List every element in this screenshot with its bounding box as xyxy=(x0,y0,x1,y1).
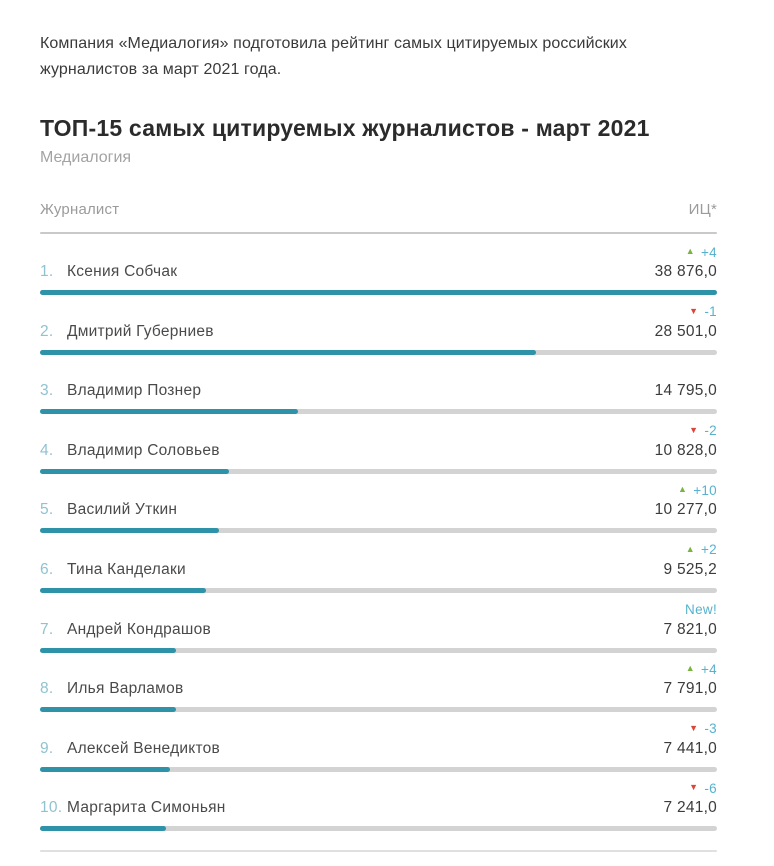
journalist-row: ▼ -6 10. Маргарита Симоньян 7 241,0 xyxy=(40,770,717,832)
rank-change: ▲ +4 xyxy=(40,244,717,260)
journalist-row: ▼ -2 4. Владимир Соловьев 10 828,0 xyxy=(40,413,717,474)
rank-change-label: New! xyxy=(685,602,717,618)
journalist-list: ▲ +4 1. Ксения Собчак 38 876,0 ▼ -1 2. Д… xyxy=(40,234,717,832)
journalist-row: ▼ -1 2. Дмитрий Губерниев 28 501,0 xyxy=(40,294,717,355)
rank-change-label: +4 xyxy=(701,661,717,677)
rank-change-arrow-icon: ▲ xyxy=(685,246,695,256)
citation-bar-track xyxy=(40,409,717,415)
page-title: ТОП-15 самых цитируемых журналистов - ма… xyxy=(40,115,650,141)
rank-change: ▼ -2 xyxy=(40,423,717,439)
journalist-name: Тина Канделаки xyxy=(67,560,186,578)
column-header-index: ИЦ* xyxy=(688,201,717,218)
citation-bar-fill xyxy=(40,707,176,713)
rank-change-arrow-icon: ▼ xyxy=(689,782,699,793)
rank-change-label: -2 xyxy=(704,423,717,439)
journalist-name: Ксения Собчак xyxy=(67,263,178,280)
column-headers: Журналист ИЦ* xyxy=(40,201,717,219)
rank-change-label: -3 xyxy=(704,721,717,737)
rank-label: 5. xyxy=(40,501,54,519)
rank-change-label: +2 xyxy=(701,542,717,558)
index-value: 38 876,0 xyxy=(654,263,717,280)
citation-bar-track xyxy=(40,528,717,534)
rank-label: 10. xyxy=(40,799,63,817)
journalist-name: Алексей Венедиктов xyxy=(67,739,221,757)
rank-change: New! xyxy=(40,602,717,618)
index-value: 9 525,2 xyxy=(663,560,717,578)
citation-bar-track xyxy=(40,766,717,772)
citation-bar-fill xyxy=(40,468,229,474)
rank-change-label: +4 xyxy=(701,244,717,260)
rank-change-arrow-icon: ▼ xyxy=(689,722,699,733)
citation-bar-fill xyxy=(40,528,219,534)
journalist-name: Маргарита Симоньян xyxy=(67,799,226,817)
rank-change-arrow-icon: ▼ xyxy=(689,305,699,316)
citation-bar-fill xyxy=(40,766,170,772)
rank-change: ▼ -6 xyxy=(40,780,717,796)
index-value: 7 821,0 xyxy=(663,620,717,638)
citation-bar-track xyxy=(40,647,717,653)
rank-label: 9. xyxy=(40,739,54,757)
citation-bar-fill xyxy=(40,647,177,653)
rank-change: ▲ +10 xyxy=(40,482,717,498)
journalist-row: ▼ -3 9. Алексей Венедиктов 7 441,0 xyxy=(40,711,717,772)
page-intro: Компания «Медиалогия» подготовила рейтин… xyxy=(40,35,627,78)
rank-change: ▼ -1 xyxy=(40,304,717,320)
journalist-row: ▲ +4 8. Илья Варламов 7 791,0 xyxy=(40,651,717,713)
citation-bar-fill xyxy=(40,826,167,832)
rank-label: 3. xyxy=(40,382,54,400)
citation-bar-track xyxy=(40,587,717,593)
journalist-name: Андрей Кондрашов xyxy=(67,620,211,638)
index-value: 7 791,0 xyxy=(663,680,717,698)
rank-label: 1. xyxy=(40,263,54,280)
index-value: 10 828,0 xyxy=(654,441,717,459)
journalist-name: Владимир Соловьев xyxy=(67,441,220,459)
rank-change: ▼ -3 xyxy=(40,721,717,737)
citation-bar-track xyxy=(40,826,717,832)
source-label: Медиалогия xyxy=(40,149,132,166)
rank-label: 8. xyxy=(40,680,54,698)
rank-change-arrow-icon: ▲ xyxy=(685,663,695,674)
rank-change: ▲ +2 xyxy=(40,542,717,558)
rank-change-label: +10 xyxy=(693,482,717,498)
bottom-divider xyxy=(40,849,717,852)
rank-change-label: -1 xyxy=(704,304,717,320)
index-value: 10 277,0 xyxy=(654,501,717,519)
journalist-row: ▲ +2 6. Тина Канделаки 9 525,2 xyxy=(40,532,717,593)
rank-change-arrow-icon: ▲ xyxy=(685,543,695,554)
citation-bar-track xyxy=(40,468,717,474)
index-value: 7 241,0 xyxy=(663,799,717,817)
citation-bar-fill xyxy=(40,587,206,593)
journalist-row: ▲ +10 5. Василий Уткин 10 277,0 xyxy=(40,472,717,534)
journalist-row: ▲ +4 1. Ксения Собчак 38 876,0 xyxy=(40,234,717,295)
rank-change-label: -6 xyxy=(704,780,717,796)
citation-bar-track xyxy=(40,290,717,295)
rank-label: 6. xyxy=(40,560,54,578)
journalist-name: Владимир Познер xyxy=(67,382,202,400)
journalist-name: Илья Варламов xyxy=(67,680,184,698)
rank-change-arrow-icon: ▼ xyxy=(689,424,699,435)
citation-bar-track xyxy=(40,349,717,355)
index-value: 28 501,0 xyxy=(654,322,717,340)
rank-change: ▲ +4 xyxy=(40,661,717,677)
citation-bar-track xyxy=(40,707,717,713)
rating-page: Компания «Медиалогия» подготовила рейтин… xyxy=(40,35,717,852)
citation-bar-fill xyxy=(40,290,717,295)
citation-bar-fill xyxy=(40,409,298,415)
column-header-journalist: Журналист xyxy=(40,201,120,218)
rank-label: 4. xyxy=(40,441,54,459)
journalist-row: New! 7. Андрей Кондрашов 7 821,0 xyxy=(40,592,717,653)
rank-label: 2. xyxy=(40,322,54,340)
journalist-row: 3. Владимир Познер 14 795,0 xyxy=(40,353,717,415)
journalist-name: Дмитрий Губерниев xyxy=(67,322,214,340)
rank-change-arrow-icon: ▲ xyxy=(677,484,688,495)
index-value: 7 441,0 xyxy=(663,739,717,757)
citation-bar-fill xyxy=(40,349,537,355)
journalist-name: Василий Уткин xyxy=(67,501,178,519)
header-divider xyxy=(40,232,717,234)
index-value: 14 795,0 xyxy=(654,382,717,400)
rank-label: 7. xyxy=(40,620,54,638)
